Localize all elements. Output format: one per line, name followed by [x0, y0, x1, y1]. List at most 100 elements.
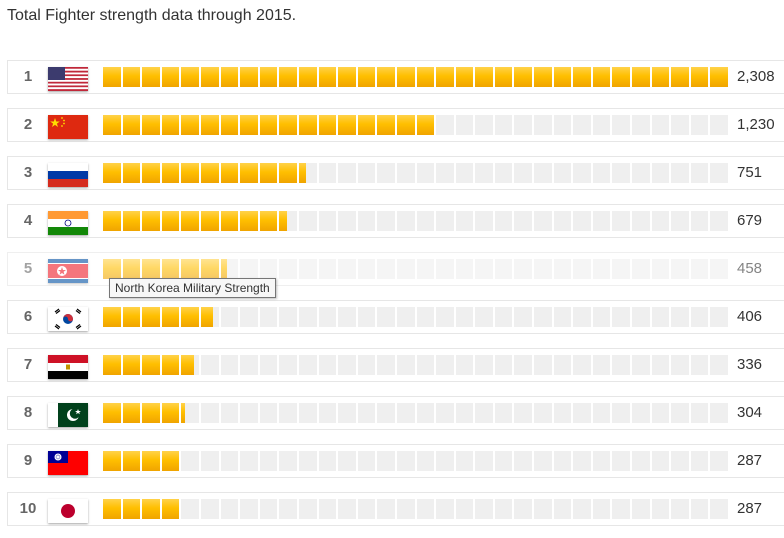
bar-segment	[240, 307, 258, 327]
bar-segment	[220, 259, 239, 279]
bar-segment	[220, 307, 239, 327]
bar-segment	[396, 211, 415, 231]
bar-segment	[592, 307, 611, 327]
ranking-row[interactable]: 4 679	[7, 204, 784, 238]
bar-fill	[161, 499, 180, 519]
bar-segment	[514, 259, 533, 279]
bar-segment	[690, 259, 709, 279]
bar-segment	[240, 499, 258, 519]
bar-segment	[161, 355, 180, 375]
bar-segment	[690, 307, 709, 327]
value-bar	[103, 163, 728, 183]
bar-fill	[338, 67, 356, 87]
value-label: 1,230	[737, 116, 775, 133]
bar-segment	[573, 259, 591, 279]
bar-segment	[161, 211, 180, 231]
bar-segment	[122, 115, 141, 135]
rank-number: 2	[23, 116, 33, 133]
ranking-row[interactable]: 3 751	[7, 156, 784, 190]
bar-segment	[592, 355, 611, 375]
bar-segment	[279, 307, 297, 327]
bar-segment	[514, 355, 533, 375]
ranking-row[interactable]: 9 287	[7, 444, 784, 478]
bar-fill	[142, 67, 160, 87]
ranking-row[interactable]: 7 336	[7, 348, 784, 382]
bar-segment	[416, 115, 435, 135]
bar-segment	[396, 163, 415, 183]
bar-fill	[377, 67, 395, 87]
bar-segment	[455, 451, 474, 471]
bar-segment	[122, 403, 141, 423]
bar-segment	[220, 211, 239, 231]
bar-segment	[475, 307, 493, 327]
ranking-row[interactable]: 5 458	[7, 252, 784, 286]
ranking-row[interactable]: 10 287	[7, 492, 784, 526]
bar-segment	[396, 355, 415, 375]
bar-segment	[534, 451, 552, 471]
bar-fill	[200, 163, 219, 183]
bar-segment	[181, 67, 199, 87]
bar-fill	[259, 67, 278, 87]
bar-segment	[142, 115, 160, 135]
rank-number: 10	[19, 500, 37, 517]
bar-segment	[377, 499, 395, 519]
bar-fill	[259, 163, 278, 183]
bar-segment	[612, 451, 631, 471]
bar-segment	[671, 259, 689, 279]
bar-fill	[240, 67, 258, 87]
bar-segment	[357, 307, 376, 327]
bar-fill	[514, 67, 533, 87]
bar-segment	[181, 403, 199, 423]
bar-segment	[710, 403, 728, 423]
bar-segment	[592, 403, 611, 423]
bar-segment	[494, 307, 513, 327]
bar-fill	[396, 115, 415, 135]
bar-segment	[142, 211, 160, 231]
bar-segment	[103, 403, 121, 423]
value-bar	[103, 355, 728, 375]
bar-segment	[298, 259, 317, 279]
bar-fill	[298, 67, 317, 87]
bar-segment	[592, 67, 611, 87]
bar-segment	[298, 499, 317, 519]
bar-segment	[396, 451, 415, 471]
bar-fill	[103, 499, 121, 519]
bar-segment	[318, 211, 337, 231]
india-flag-icon	[48, 211, 88, 235]
bar-segment	[259, 259, 278, 279]
ranking-row[interactable]: 6 406	[7, 300, 784, 334]
bar-segment	[534, 355, 552, 375]
bar-segment	[357, 355, 376, 375]
bar-segment	[298, 115, 317, 135]
bar-fill	[161, 307, 180, 327]
bar-segment	[494, 403, 513, 423]
bar-segment	[553, 403, 572, 423]
bar-segment	[710, 451, 728, 471]
bar-segment	[632, 307, 650, 327]
bar-fill	[338, 115, 356, 135]
bar-segment	[671, 403, 689, 423]
bar-segment	[318, 67, 337, 87]
bar-fill	[279, 115, 297, 135]
bar-fill	[122, 403, 141, 423]
bar-segment	[318, 451, 337, 471]
bar-segment	[632, 451, 650, 471]
bar-fill	[103, 451, 121, 471]
ranking-row[interactable]: 1 2,308	[7, 60, 784, 94]
bar-fill	[161, 211, 180, 231]
bar-segment	[259, 451, 278, 471]
bar-segment	[122, 259, 141, 279]
bar-segment	[103, 259, 121, 279]
bar-segment	[338, 67, 356, 87]
ranking-row[interactable]: 2 1,230	[7, 108, 784, 142]
bar-segment	[553, 499, 572, 519]
ranking-row[interactable]: 8 304	[7, 396, 784, 430]
bar-segment	[475, 499, 493, 519]
bar-segment	[259, 403, 278, 423]
bar-segment	[671, 451, 689, 471]
bar-fill	[220, 115, 239, 135]
value-label: 751	[737, 164, 763, 181]
bar-segment	[514, 115, 533, 135]
bar-segment	[142, 451, 160, 471]
bar-fill	[200, 115, 219, 135]
